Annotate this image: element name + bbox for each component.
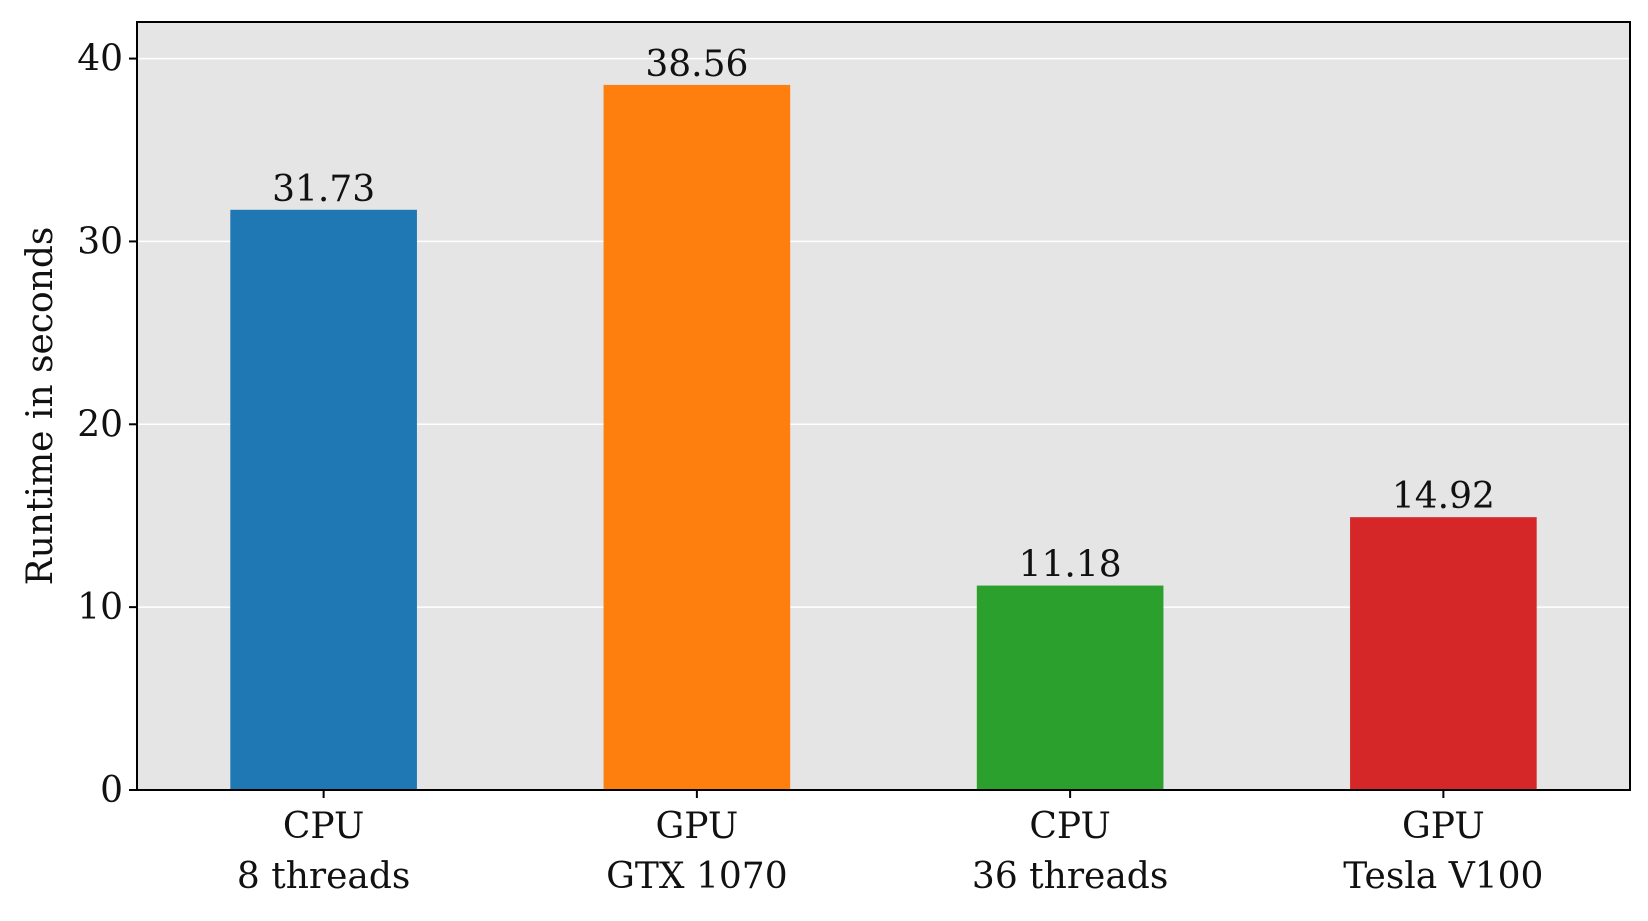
x-tick-label-2-line-1: 36 threads xyxy=(972,856,1168,897)
y-tick-label-3: 30 xyxy=(77,221,123,262)
x-tick-label-3-line-1: Tesla V100 xyxy=(1343,856,1543,897)
plot-frame xyxy=(136,21,1631,791)
value-label-0: 31.73 xyxy=(272,169,375,210)
value-labels: 31.73 38.56 11.18 14.92 xyxy=(272,44,1495,586)
x-tick-label-3-line-0: GPU xyxy=(1402,806,1485,847)
bar-1 xyxy=(603,84,791,791)
x-tick-label-1-line-1: GTX 1070 xyxy=(606,856,787,897)
bars xyxy=(230,84,1537,791)
value-label-1: 38.56 xyxy=(645,44,748,85)
x-tick-label-0-line-1: 8 threads xyxy=(237,856,411,897)
x-axis-ticks: CPU 8 threads GPU GTX 1070 CPU 36 threads GPU T… xyxy=(237,790,1543,897)
bar-2 xyxy=(976,585,1164,790)
y-axis-label: Runtime in seconds xyxy=(20,227,61,586)
y-axis-ticks: 0 10 20 30 40 xyxy=(77,39,137,811)
x-tick-label-1-line-0: GPU xyxy=(656,806,739,847)
value-label-2: 11.18 xyxy=(1019,545,1122,586)
x-tick-label-0-line-0: CPU xyxy=(283,806,364,847)
value-label-3: 14.92 xyxy=(1392,476,1495,517)
y-tick-label-2: 20 xyxy=(77,404,123,445)
y-tick-label-1: 10 xyxy=(77,587,123,628)
x-tick-label-2-line-0: CPU xyxy=(1029,806,1110,847)
bar-0 xyxy=(230,209,417,790)
bar-3 xyxy=(1350,517,1537,790)
y-tick-label-4: 40 xyxy=(77,39,123,80)
y-tick-label-0: 0 xyxy=(100,770,123,811)
